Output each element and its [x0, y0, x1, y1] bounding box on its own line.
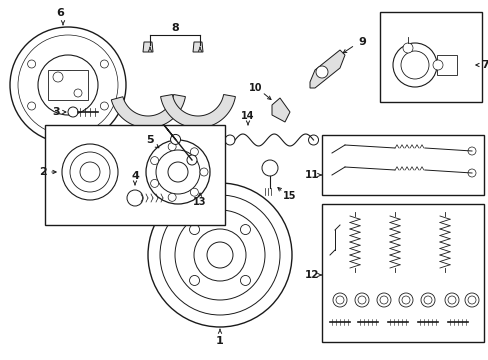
- Text: 4: 4: [131, 171, 139, 181]
- Circle shape: [189, 225, 199, 235]
- Circle shape: [194, 229, 245, 281]
- Circle shape: [200, 168, 207, 176]
- Text: 1: 1: [216, 336, 224, 346]
- Polygon shape: [309, 50, 345, 88]
- Circle shape: [335, 296, 343, 304]
- Circle shape: [423, 296, 431, 304]
- Circle shape: [80, 162, 100, 182]
- Circle shape: [100, 102, 108, 110]
- Circle shape: [10, 27, 126, 143]
- Circle shape: [27, 102, 36, 110]
- Text: 13: 13: [193, 197, 206, 207]
- Text: 6: 6: [56, 8, 64, 18]
- Polygon shape: [193, 42, 203, 52]
- Bar: [379, 12, 481, 102]
- Circle shape: [444, 293, 458, 307]
- Circle shape: [240, 225, 250, 235]
- Text: 8: 8: [171, 23, 179, 33]
- Circle shape: [168, 143, 176, 151]
- Circle shape: [379, 296, 387, 304]
- Bar: [321, 135, 483, 195]
- Bar: [321, 204, 483, 342]
- Circle shape: [38, 55, 98, 115]
- Circle shape: [74, 89, 82, 97]
- Circle shape: [402, 43, 412, 53]
- Circle shape: [401, 296, 409, 304]
- Circle shape: [398, 293, 412, 307]
- Circle shape: [190, 188, 198, 196]
- Circle shape: [308, 135, 318, 145]
- Circle shape: [467, 296, 475, 304]
- Circle shape: [186, 155, 197, 165]
- Circle shape: [146, 140, 209, 204]
- Circle shape: [315, 66, 327, 78]
- Circle shape: [392, 43, 436, 87]
- Circle shape: [262, 160, 278, 176]
- Circle shape: [175, 210, 264, 300]
- Text: 14: 14: [241, 111, 254, 121]
- Circle shape: [148, 183, 291, 327]
- Circle shape: [62, 144, 118, 200]
- Circle shape: [224, 135, 235, 145]
- Circle shape: [53, 72, 63, 82]
- Circle shape: [160, 195, 280, 315]
- Circle shape: [400, 51, 428, 79]
- Circle shape: [332, 293, 346, 307]
- Polygon shape: [160, 95, 235, 128]
- Circle shape: [240, 275, 250, 285]
- Circle shape: [376, 293, 390, 307]
- Circle shape: [156, 150, 200, 194]
- Text: 2: 2: [39, 167, 47, 177]
- Circle shape: [68, 107, 78, 117]
- Bar: [436, 55, 456, 75]
- Polygon shape: [111, 95, 185, 128]
- Circle shape: [18, 35, 118, 135]
- Circle shape: [467, 147, 475, 155]
- Circle shape: [206, 242, 232, 268]
- Circle shape: [168, 162, 187, 182]
- Circle shape: [432, 60, 442, 70]
- Circle shape: [127, 190, 142, 206]
- Circle shape: [189, 275, 199, 285]
- Text: 11: 11: [304, 170, 319, 180]
- Circle shape: [467, 169, 475, 177]
- Circle shape: [354, 293, 368, 307]
- Circle shape: [420, 293, 434, 307]
- Text: 12: 12: [304, 270, 319, 280]
- Circle shape: [150, 179, 158, 188]
- Text: 10: 10: [249, 83, 262, 93]
- Polygon shape: [271, 98, 289, 122]
- Circle shape: [150, 157, 158, 165]
- Circle shape: [357, 296, 365, 304]
- Circle shape: [70, 152, 110, 192]
- Circle shape: [170, 134, 180, 144]
- Circle shape: [100, 60, 108, 68]
- Bar: [45, 125, 224, 225]
- Circle shape: [464, 293, 478, 307]
- Text: 9: 9: [357, 37, 365, 47]
- Polygon shape: [142, 42, 153, 52]
- Text: 7: 7: [480, 60, 488, 70]
- Circle shape: [190, 148, 198, 156]
- Text: 3: 3: [52, 107, 60, 117]
- Circle shape: [54, 71, 82, 99]
- Circle shape: [168, 193, 176, 201]
- Bar: [48, 70, 88, 100]
- Text: 15: 15: [283, 191, 296, 201]
- Circle shape: [447, 296, 455, 304]
- Circle shape: [27, 60, 36, 68]
- Text: 5: 5: [146, 135, 154, 145]
